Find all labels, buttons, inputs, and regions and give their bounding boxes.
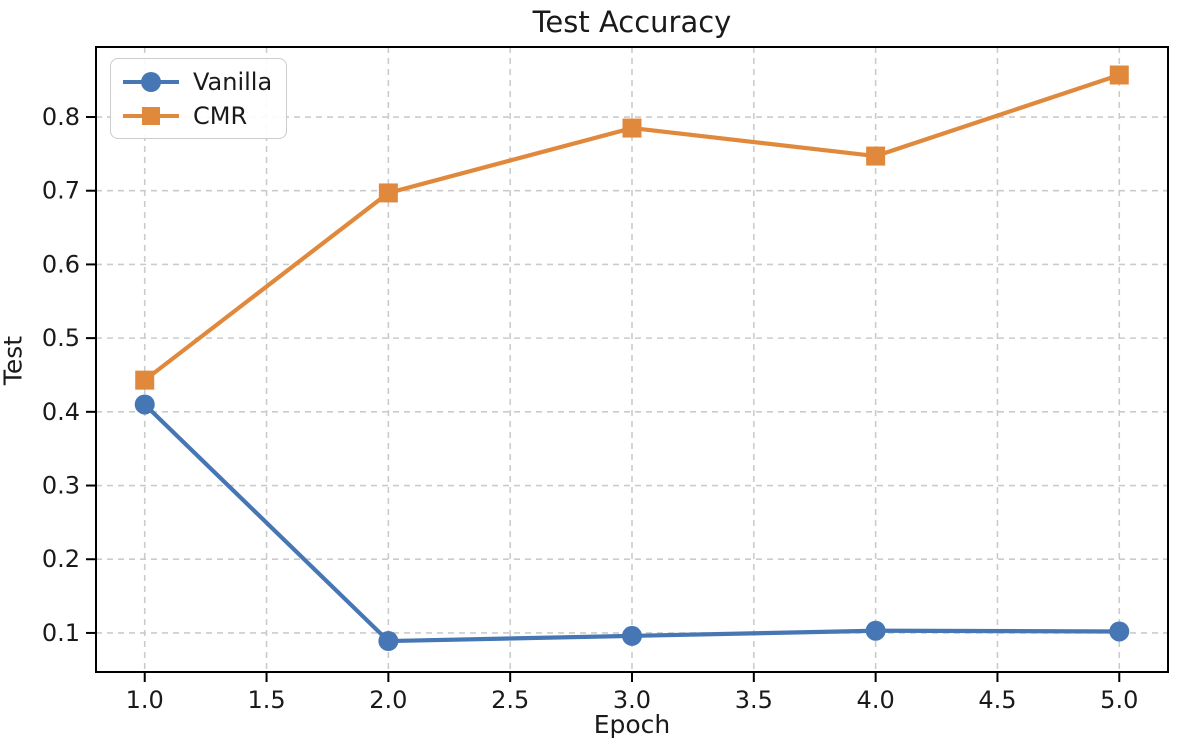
data-point-cmr [378,183,398,203]
legend-item-vanilla: Vanilla [123,67,273,96]
plot-border [95,46,1169,673]
legend-label-vanilla: Vanilla [193,67,273,96]
x-tick-label: 2.0 [369,686,407,714]
y-tick-label: 0.6 [42,250,80,278]
data-point-cmr [1109,65,1129,85]
data-point-cmr [866,146,886,166]
data-point-vanilla [865,620,886,641]
x-tick-label: 5.0 [1100,686,1138,714]
circle-marker-icon [141,71,161,92]
y-tick-label: 0.3 [42,472,80,500]
x-tick-label: 2.5 [491,686,529,714]
y-tick-label: 0.8 [42,103,80,131]
y-tick-label: 0.7 [42,177,80,205]
x-tick-label: 4.0 [857,686,895,714]
data-point-cmr [622,118,642,138]
x-tick-label: 3.0 [613,686,651,714]
y-tick-label: 0.4 [42,398,80,426]
chart-title: Test Accuracy [532,5,732,39]
data-point-vanilla [134,394,155,415]
x-tick-label: 1.0 [126,686,164,714]
legend: Vanilla CMR [110,58,288,139]
y-tick-label: 0.2 [42,545,80,573]
x-tick-label: 4.5 [978,686,1016,714]
legend-sample-vanilla [123,71,179,92]
data-point-cmr [135,370,155,390]
legend-item-cmr: CMR [123,101,272,130]
y-tick-label: 0.1 [42,619,80,647]
legend-label-cmr: CMR [193,101,248,130]
y-tick-label: 0.5 [42,324,80,352]
x-axis-label: Epoch [593,710,671,739]
data-point-vanilla [378,631,399,652]
square-marker-icon [142,106,160,125]
x-tick-label: 3.5 [735,686,773,714]
data-point-vanilla [622,625,642,646]
legend-sample-cmr [123,106,179,126]
data-point-vanilla [1109,621,1130,642]
x-tick-label: 1.5 [247,686,285,714]
y-axis-label: Test [0,335,28,386]
